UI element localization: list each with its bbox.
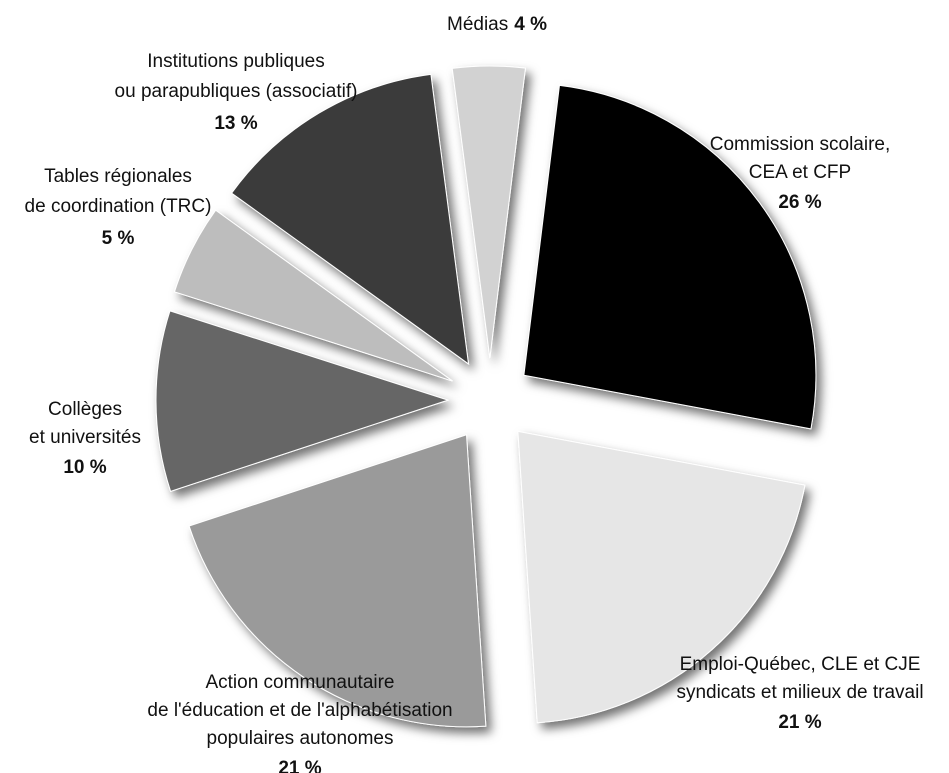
value-label: 26 %: [778, 192, 821, 213]
pie-slice: [451, 65, 526, 359]
category-label: de l'éducation et de l'alphabétisation: [147, 700, 452, 721]
value-label: 4 %: [514, 14, 547, 35]
category-label: de coordination (TRC): [25, 196, 212, 217]
category-label: populaires autonomes: [207, 728, 394, 749]
slice-label: Médias 4 %: [447, 14, 547, 35]
value-label: 21 %: [278, 758, 321, 773]
pie-slice: [188, 434, 487, 728]
category-label: Médias: [447, 14, 508, 35]
pie-slice: [230, 73, 470, 366]
value-label: 21 %: [778, 712, 821, 733]
category-label: Institutions publiques: [147, 51, 324, 72]
category-label: Commission scolaire,: [710, 134, 891, 155]
pie-slice: [517, 430, 806, 724]
category-label: syndicats et milieux de travail: [676, 682, 923, 703]
value-label: 10 %: [63, 457, 106, 478]
category-label: Collèges: [48, 399, 122, 420]
pie-slice: [523, 84, 817, 430]
category-label: Tables régionales: [44, 166, 192, 187]
pie-slice: [155, 310, 450, 492]
category-label: ou parapubliques (associatif): [115, 81, 358, 102]
pie-slice: [173, 209, 453, 382]
category-label: CEA et CFP: [749, 162, 851, 183]
category-label: Emploi-Québec, CLE et CJE: [680, 654, 921, 675]
value-label: 5 %: [102, 228, 135, 249]
category-label: et universités: [29, 427, 141, 448]
category-label: Action communautaire: [205, 672, 394, 693]
value-label: 13 %: [214, 113, 257, 134]
